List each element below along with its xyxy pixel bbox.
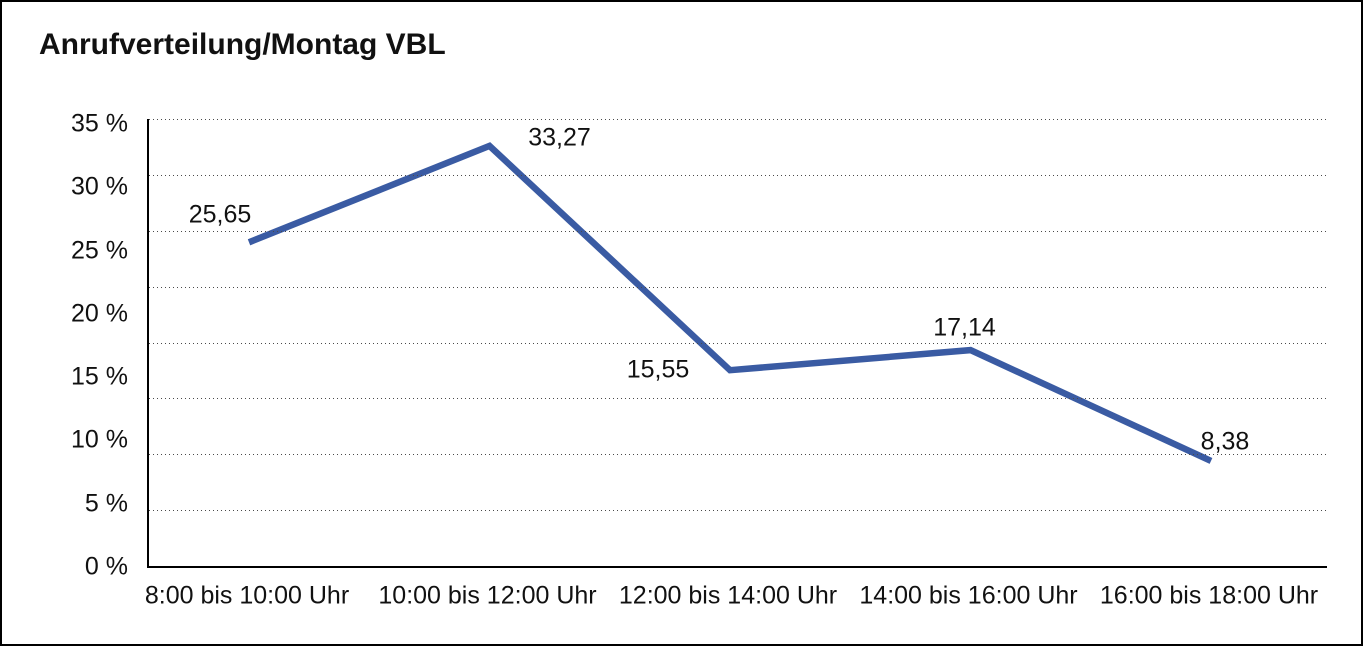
x-tick-label: 16:00 bis 18:00 Uhr xyxy=(1099,581,1319,610)
data-point-label: 8,38 xyxy=(1200,427,1250,456)
x-tick-label: 8:00 bis 10:00 Uhr xyxy=(144,581,350,610)
data-point-label: 17,14 xyxy=(933,313,996,342)
gridline xyxy=(149,230,1327,232)
y-tick-label: 20 % xyxy=(71,299,128,328)
data-point-label: 25,65 xyxy=(188,200,252,229)
y-tick-label: 25 % xyxy=(71,236,128,265)
gridline xyxy=(149,174,1327,176)
y-tick-label: 0 % xyxy=(84,552,128,581)
y-tick-label: 15 % xyxy=(71,362,128,391)
gridline xyxy=(149,454,1327,456)
data-point-label: 33,27 xyxy=(528,123,591,152)
data-line-svg xyxy=(247,142,1213,464)
x-axis-labels: 8:00 bis 10:00 Uhr 10:00 bis 12:00 Uhr 12:… xyxy=(144,566,1325,626)
y-tick-label: 10 % xyxy=(71,425,128,454)
data-point-label: 15,55 xyxy=(626,355,690,384)
x-tick-label: 10:00 bis 12:00 Uhr xyxy=(378,581,597,610)
x-tick-label: 14:00 bis 16:00 Uhr xyxy=(859,581,1078,610)
gridline xyxy=(149,398,1327,400)
y-axis-labels: 35 % 30 % 25 % 20 % 15 % 10 % 5 % 0 % xyxy=(2,110,128,581)
data-line xyxy=(247,142,1213,464)
y-tick-label: 30 % xyxy=(71,172,128,201)
gridline xyxy=(149,286,1327,288)
gridline xyxy=(149,119,1327,120)
plot-area: 25,65 33,27 15,55 17,14 8,38 xyxy=(147,119,1327,568)
gridline xyxy=(149,510,1327,512)
y-tick-label: 35 % xyxy=(71,109,128,138)
gridline xyxy=(149,342,1327,344)
chart-title: Anrufverteilung/Montag VBL xyxy=(39,28,446,61)
y-tick-label: 5 % xyxy=(84,489,128,518)
x-tick-label: 12:00 bis 14:00 Uhr xyxy=(618,581,838,610)
